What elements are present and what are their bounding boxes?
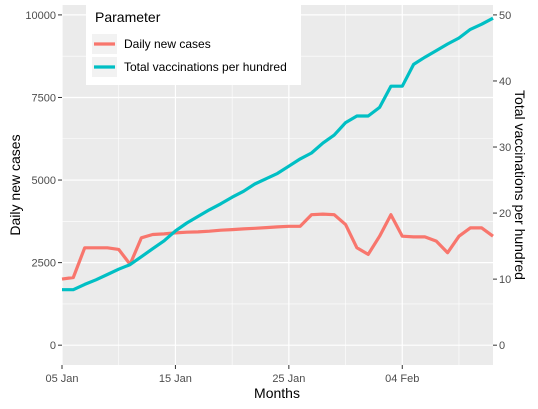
legend-label: Total vaccinations per hundred [124,60,287,74]
y-left-tick-label: 7500 [32,92,56,104]
y-axis-left-title: Daily new cases [7,134,23,235]
series-line-2 [62,16,494,292]
legend-label: Daily new cases [124,37,211,51]
x-tick-label: 25 Jan [272,373,305,385]
legend: Parameter Daily new cases Total vaccinati… [86,5,301,85]
y-left-tick-label: 5000 [32,175,56,187]
y-right-tick-label: 20 [499,208,511,220]
y-right-tick-label: 40 [499,76,511,88]
legend-title: Parameter [95,9,161,25]
y-left-tick-label: 10000 [25,10,56,22]
y-left-tick-label: 0 [50,340,56,352]
y-axis-right: 0 10 20 30 40 50 [493,10,511,352]
series-line-1 [61,212,494,281]
y-right-tick-label: 30 [499,142,511,154]
y-right-tick-label: 50 [499,10,511,22]
series-layer [61,16,494,292]
x-tick-label: 05 Jan [45,373,78,385]
x-tick-label: 04 Feb [385,373,419,385]
legend-items: Daily new cases Total vaccinations per hu… [92,34,287,77]
y-right-tick-label: 0 [499,340,505,352]
y-axis-right-title: Total vaccinations per hundred [512,90,528,280]
legend-background [86,5,301,85]
y-left-tick-label: 2500 [32,258,56,270]
y-right-tick-label: 10 [499,274,511,286]
x-axis-title: Months [254,385,300,401]
y-axis-left: 0 2500 5000 7500 10000 [25,10,62,352]
x-tick-label: 15 Jan [159,373,192,385]
x-axis: 05 Jan 15 Jan 25 Jan 04 Feb [45,365,419,385]
